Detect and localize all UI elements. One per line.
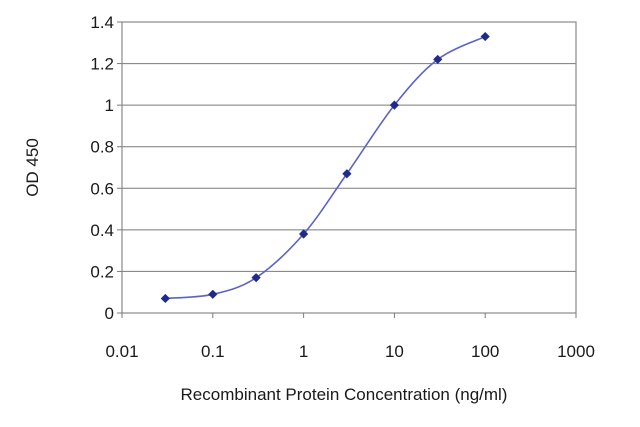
data-point bbox=[433, 54, 443, 65]
y-tick-label: 0.4 bbox=[90, 221, 114, 240]
data-points bbox=[160, 31, 490, 304]
y-axis-ticks: 0 0.2 0.4 0.6 0.8 1 1.2 1.4 bbox=[90, 13, 122, 323]
x-tick-label: 0.1 bbox=[201, 342, 225, 361]
y-axis-title: OD 450 bbox=[23, 138, 42, 197]
x-axis-ticks: 0.01 0.1 1 10 100 1000 bbox=[105, 313, 595, 361]
y-tick-label: 0.6 bbox=[90, 179, 114, 198]
data-point bbox=[251, 273, 261, 283]
x-axis-title: Recombinant Protein Concentration (ng/ml… bbox=[181, 385, 508, 404]
y-tick-label: 0.8 bbox=[90, 138, 114, 157]
y-tick-label: 0 bbox=[105, 304, 114, 323]
data-point bbox=[480, 31, 490, 42]
y-tick-label: 1.4 bbox=[90, 13, 114, 32]
series-line bbox=[165, 35, 486, 300]
x-tick-label: 100 bbox=[471, 342, 499, 361]
data-point bbox=[160, 293, 170, 304]
plot-frame bbox=[121, 21, 577, 314]
x-tick-label: 1 bbox=[299, 342, 308, 361]
x-tick-label: 0.01 bbox=[105, 342, 138, 361]
x-tick-label: 10 bbox=[385, 342, 404, 361]
data-point bbox=[299, 229, 309, 239]
x-tick-label: 1000 bbox=[557, 342, 595, 361]
y-tick-label: 1.2 bbox=[90, 55, 114, 74]
grid-lines bbox=[122, 63, 576, 272]
y-tick-label: 0.2 bbox=[90, 262, 114, 281]
data-point bbox=[342, 169, 352, 179]
data-point bbox=[208, 289, 218, 299]
y-tick-label: 1 bbox=[105, 96, 114, 115]
data-point bbox=[389, 100, 399, 110]
